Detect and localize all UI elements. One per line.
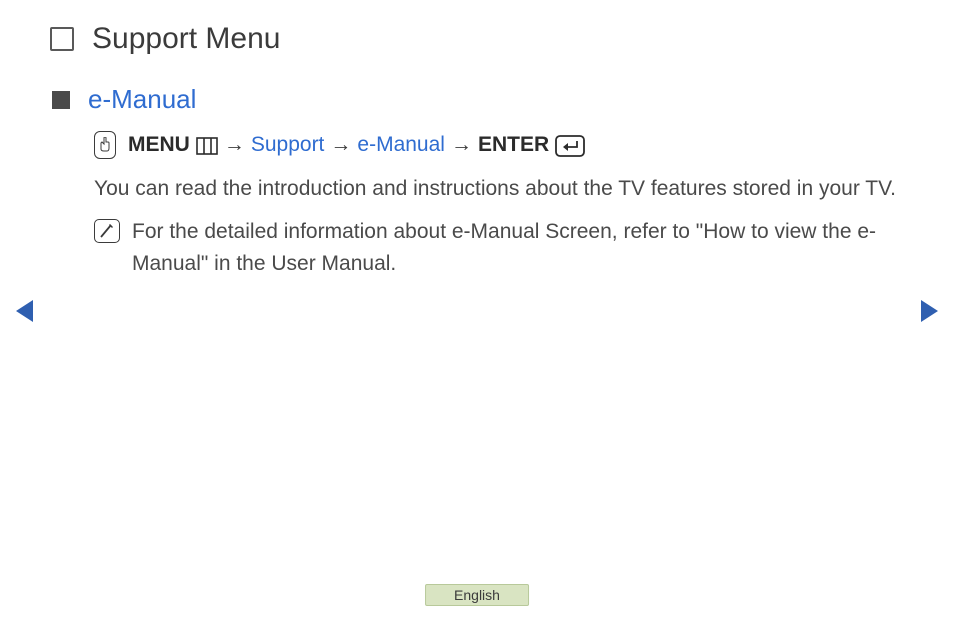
- nav-prev-arrow[interactable]: [16, 300, 33, 322]
- breadcrumb-enter-label: ENTER: [478, 133, 549, 157]
- breadcrumb-arrow: →: [451, 133, 472, 157]
- square-bullet-icon: [52, 91, 70, 109]
- remote-hand-icon: [94, 131, 116, 159]
- title-row: Support Menu: [50, 22, 904, 56]
- section-body-text: You can read the introduction and instru…: [94, 173, 904, 206]
- breadcrumb-menu-label: MENU: [128, 133, 190, 157]
- section-content: MENU → Support → e-Manual → ENTER: [94, 131, 904, 281]
- bookmark-icon: [50, 27, 74, 51]
- breadcrumb-arrow: →: [330, 133, 351, 157]
- section-heading-row: e-Manual: [52, 84, 904, 115]
- breadcrumb-step-support: Support: [251, 133, 325, 157]
- note-text: For the detailed information about e-Man…: [132, 216, 904, 281]
- menu-breadcrumb: MENU → Support → e-Manual → ENTER: [94, 131, 904, 159]
- enter-icon: [555, 135, 585, 157]
- note-icon: [94, 219, 120, 243]
- menu-grid-icon: [196, 137, 218, 155]
- breadcrumb-step-emanual: e-Manual: [357, 133, 445, 157]
- page-title: Support Menu: [92, 22, 280, 56]
- language-badge: English: [425, 584, 529, 606]
- manual-page: Support Menu e-Manual MENU → Support → e…: [0, 0, 954, 624]
- nav-next-arrow[interactable]: [921, 300, 938, 322]
- section-heading: e-Manual: [88, 84, 196, 115]
- breadcrumb-arrow: →: [224, 133, 245, 157]
- note-row: For the detailed information about e-Man…: [94, 216, 904, 281]
